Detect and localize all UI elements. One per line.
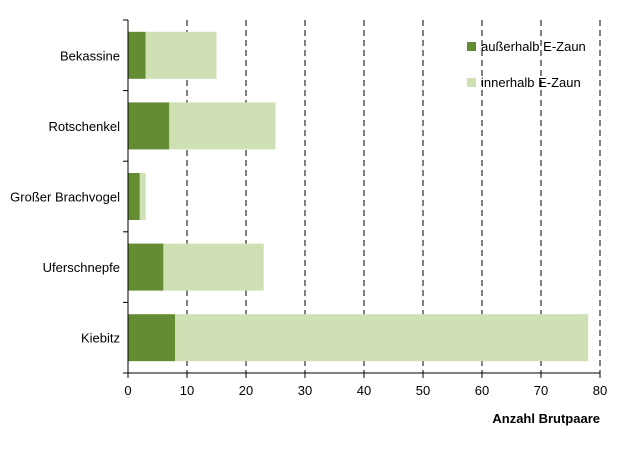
legend-swatch-innerhalb: [467, 78, 476, 87]
x-tick-label: 0: [124, 383, 131, 398]
category-labels: Bekassine Rotschenkel Großer Brachvogel Ufe…: [10, 48, 120, 345]
legend: außerhalb E-Zaun innerhalb E-Zaun: [467, 39, 586, 90]
x-tick-label: 80: [593, 383, 607, 398]
bar-innerhalb-2: [139, 173, 146, 220]
bar-innerhalb-3: [163, 243, 264, 291]
x-tick-labels: 0 10 20 30 40 50 60 70 80: [124, 383, 607, 398]
x-axis-label: Anzahl Brutpaare: [492, 411, 600, 426]
x-tick-label: 30: [298, 383, 312, 398]
category-label: Rotschenkel: [48, 119, 120, 134]
bar-innerhalb-0: [145, 31, 217, 79]
bar-ausserhalb-3: [128, 243, 164, 291]
x-tick-label: 20: [239, 383, 253, 398]
bar-innerhalb-1: [169, 102, 276, 150]
legend-label-ausserhalb: außerhalb E-Zaun: [481, 39, 586, 54]
x-tick-label: 60: [475, 383, 489, 398]
axes: [123, 19, 601, 378]
category-label: Uferschnepfe: [43, 260, 120, 275]
bar-innerhalb-4: [175, 314, 589, 362]
bar-ausserhalb-4: [128, 314, 176, 362]
x-tick-label: 50: [416, 383, 430, 398]
bar-ausserhalb-2: [128, 173, 140, 220]
category-label: Kiebitz: [81, 331, 120, 346]
bar-ausserhalb-0: [128, 31, 146, 79]
category-label: Bekassine: [60, 48, 120, 63]
bars: [128, 31, 589, 362]
x-tick-label: 10: [180, 383, 194, 398]
legend-swatch-ausserhalb: [467, 42, 476, 51]
bar-ausserhalb-1: [128, 102, 170, 150]
x-tick-label: 70: [534, 383, 548, 398]
category-label: Großer Brachvogel: [10, 190, 120, 205]
gridlines: [186, 20, 601, 373]
x-tick-label: 40: [357, 383, 371, 398]
legend-label-innerhalb: innerhalb E-Zaun: [481, 75, 581, 90]
